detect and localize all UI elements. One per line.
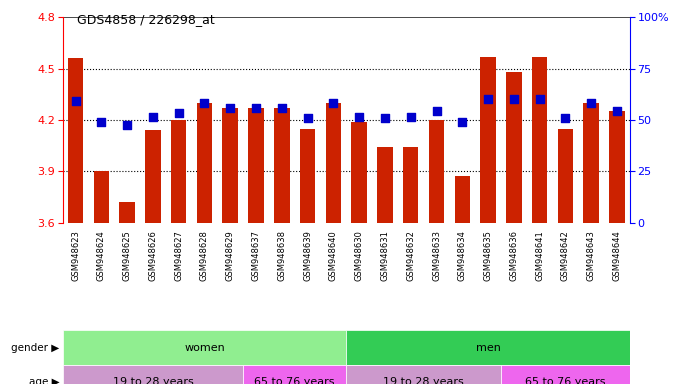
Bar — [326, 103, 341, 223]
Bar — [243, 365, 347, 384]
Bar — [403, 147, 418, 223]
Bar — [68, 58, 84, 223]
Bar — [145, 130, 161, 223]
Point — [173, 110, 184, 116]
Point — [276, 105, 287, 111]
Text: GDS4858 / 226298_at: GDS4858 / 226298_at — [77, 13, 214, 26]
Bar — [63, 365, 243, 384]
Point — [611, 108, 622, 114]
Bar — [347, 330, 630, 365]
Point — [354, 114, 365, 120]
Bar — [506, 72, 521, 223]
Text: 65 to 76 years: 65 to 76 years — [525, 377, 606, 384]
Bar — [248, 108, 264, 223]
Point — [534, 96, 545, 103]
Text: 65 to 76 years: 65 to 76 years — [255, 377, 335, 384]
Point — [457, 119, 468, 125]
Point — [585, 100, 596, 106]
Text: men: men — [475, 343, 500, 353]
Bar — [501, 365, 630, 384]
Text: age ▶: age ▶ — [29, 377, 59, 384]
Point — [560, 115, 571, 121]
Point — [96, 119, 107, 125]
Point — [508, 96, 519, 103]
Point — [431, 108, 442, 114]
Bar — [351, 122, 367, 223]
Bar — [171, 120, 187, 223]
Bar — [583, 103, 599, 223]
Bar — [454, 177, 470, 223]
Point — [199, 100, 210, 106]
Point — [122, 122, 133, 128]
Bar — [274, 108, 290, 223]
Bar — [377, 147, 393, 223]
Point — [328, 100, 339, 106]
Bar — [223, 108, 238, 223]
Point — [405, 114, 416, 120]
Point — [148, 114, 159, 120]
Bar — [609, 111, 625, 223]
Point — [251, 105, 262, 111]
Point — [225, 105, 236, 111]
Bar — [429, 120, 444, 223]
Point — [482, 96, 493, 103]
Text: 19 to 28 years: 19 to 28 years — [113, 377, 193, 384]
Point — [379, 115, 390, 121]
Text: women: women — [184, 343, 225, 353]
Point — [70, 98, 81, 104]
Bar — [300, 129, 315, 223]
Bar — [532, 57, 547, 223]
Bar — [347, 365, 501, 384]
Bar — [480, 57, 496, 223]
Bar — [93, 171, 109, 223]
Text: 19 to 28 years: 19 to 28 years — [383, 377, 464, 384]
Text: gender ▶: gender ▶ — [11, 343, 59, 353]
Bar — [63, 330, 347, 365]
Point — [302, 115, 313, 121]
Bar — [557, 129, 573, 223]
Bar — [120, 202, 135, 223]
Bar — [197, 103, 212, 223]
